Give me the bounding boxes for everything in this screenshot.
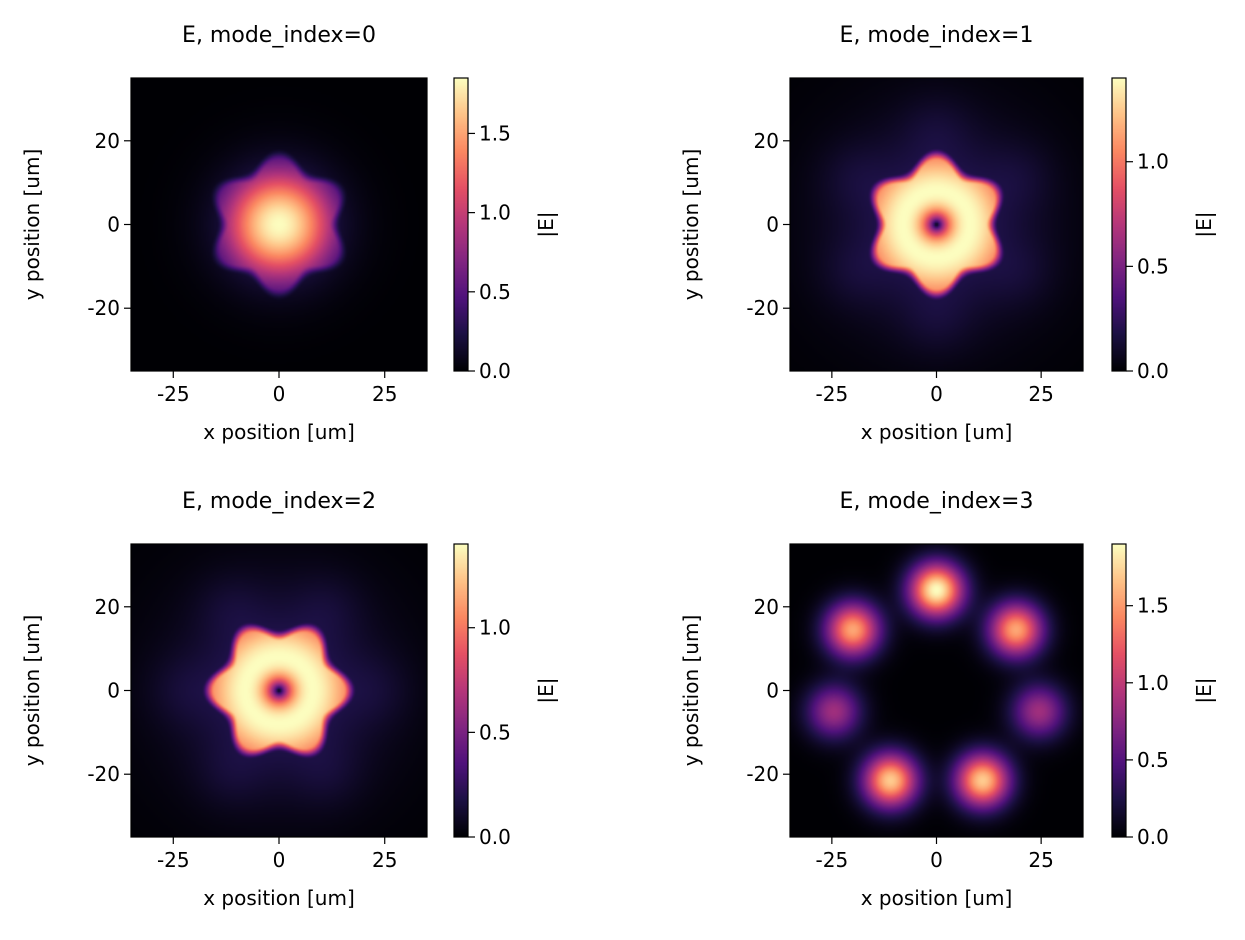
- panel-title: E, mode_index=0: [182, 23, 376, 48]
- y-tick-label: 20: [754, 595, 779, 619]
- panel-title: E, mode_index=1: [840, 23, 1034, 48]
- colorbar-tick-label: 1.0: [479, 201, 511, 225]
- x-tick-label: 0: [930, 382, 943, 406]
- x-tick-label: 25: [1028, 382, 1053, 406]
- y-axis-label: y position [um]: [20, 149, 44, 301]
- colorbar-frame: [453, 77, 469, 372]
- colorbar-gradient: [454, 78, 468, 371]
- x-axis-label: x position [um]: [861, 420, 1013, 444]
- x-axis-label: x position [um]: [203, 886, 355, 910]
- y-tick-label: 20: [95, 595, 120, 619]
- colorbar-tick-label: 0.0: [1137, 825, 1169, 849]
- colorbar-label: |E|: [1192, 677, 1216, 703]
- x-tick-label: 0: [273, 382, 286, 406]
- x-axis-label: x position [um]: [203, 420, 355, 444]
- panel-title: E, mode_index=3: [840, 489, 1034, 514]
- field-heatmap: [131, 544, 427, 837]
- colorbar-tick-label: 0.0: [479, 359, 511, 383]
- field-heatmap: [790, 544, 1083, 837]
- colorbar-tick-label: 0.0: [479, 825, 511, 849]
- colorbar-label: |E|: [534, 211, 558, 237]
- colorbar-tick-label: 1.0: [479, 616, 511, 640]
- x-tick-label: 25: [372, 848, 397, 872]
- y-axis-label: y position [um]: [20, 615, 44, 767]
- colorbar-tick-label: 1.5: [479, 121, 511, 145]
- y-tick-label: 0: [107, 679, 120, 703]
- panel-mode-2: E, mode_index=2 -25 0 25 -20 0 20 x position [u…: [20, 489, 558, 910]
- y-axis-label: y position [um]: [679, 149, 703, 301]
- y-axis-label: y position [um]: [679, 615, 703, 767]
- field-heatmap: [790, 78, 1083, 371]
- x-tick-label: -25: [157, 848, 190, 872]
- colorbar-gradient: [454, 544, 468, 837]
- x-axis-label: x position [um]: [861, 886, 1013, 910]
- y-tick-label: -20: [87, 296, 120, 320]
- x-tick-label: 25: [1028, 848, 1053, 872]
- x-tick-label: -25: [157, 382, 190, 406]
- colorbar-tick-label: 1.0: [1137, 150, 1169, 174]
- colorbar-tick-label: 0.5: [1137, 254, 1169, 278]
- y-tick-label: -20: [87, 762, 120, 786]
- colorbar-frame: [1111, 543, 1127, 838]
- y-tick-label: 20: [754, 129, 779, 153]
- colorbar-gradient: [1112, 544, 1126, 837]
- colorbar-tick-label: 0.5: [479, 280, 511, 304]
- panel-mode-1: E, mode_index=1 -25 0 25 -20 0 20 x position [u…: [679, 23, 1216, 444]
- y-tick-label: 0: [766, 213, 779, 237]
- colorbar-frame: [453, 543, 469, 838]
- colorbar-tick-label: 0.0: [1137, 359, 1169, 383]
- colorbar-tick-label: 0.5: [479, 720, 511, 744]
- panel-title: E, mode_index=2: [182, 489, 376, 514]
- x-tick-label: 0: [273, 848, 286, 872]
- colorbar-label: |E|: [534, 677, 558, 703]
- x-tick-label: -25: [816, 848, 849, 872]
- y-tick-label: -20: [746, 762, 779, 786]
- y-tick-label: -20: [746, 296, 779, 320]
- colorbar-tick-label: 1.5: [1137, 594, 1169, 618]
- colorbar-tick-label: 0.5: [1137, 748, 1169, 772]
- panel-mode-3: E, mode_index=3 -25 0 25 -20 0 20 x position [u…: [679, 489, 1216, 910]
- x-tick-label: -25: [816, 382, 849, 406]
- x-tick-label: 0: [930, 848, 943, 872]
- y-tick-label: 0: [107, 213, 120, 237]
- colorbar-tick-label: 1.0: [1137, 671, 1169, 695]
- colorbar-label: |E|: [1192, 211, 1216, 237]
- colorbar-gradient: [1112, 78, 1126, 371]
- y-tick-label: 0: [766, 679, 779, 703]
- x-tick-label: 25: [372, 382, 397, 406]
- panel-mode-0: E, mode_index=0 -25 0 25 -20 0 20 x position [u…: [20, 23, 558, 444]
- colorbar-frame: [1111, 77, 1127, 372]
- y-tick-label: 20: [95, 129, 120, 153]
- field-heatmap: [131, 78, 427, 371]
